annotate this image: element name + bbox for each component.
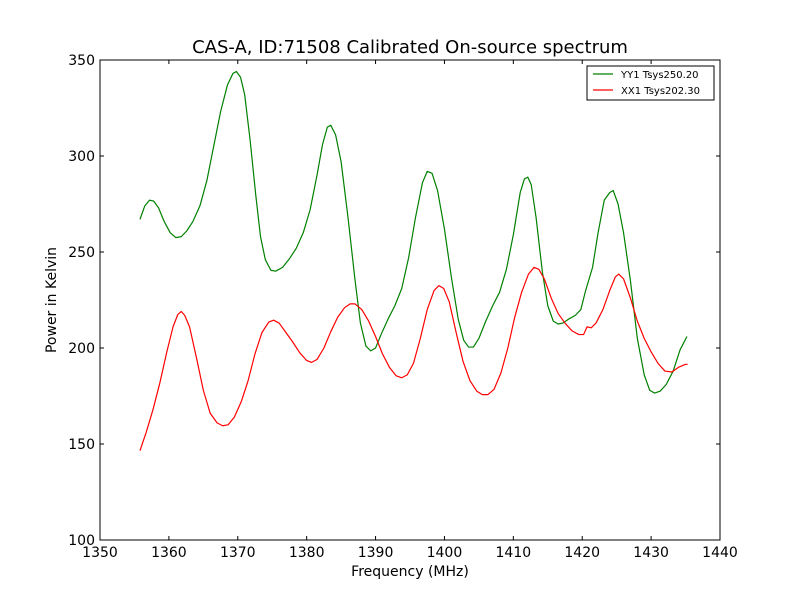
x-tick-label: 1380 <box>289 545 325 561</box>
x-tick-label: 1410 <box>496 545 532 561</box>
y-tick-label: 300 <box>68 149 95 165</box>
x-tick-label: 1420 <box>564 545 600 561</box>
x-tick-label: 1400 <box>427 545 463 561</box>
y-tick-label: 100 <box>68 533 95 549</box>
x-tick-label: 1440 <box>702 545 738 561</box>
legend-label-yy1: YY1 Tsys250.20 <box>620 70 699 81</box>
series-line-xx1 <box>139 266 688 451</box>
series-layer <box>139 70 688 451</box>
series-line-yy1 <box>139 70 688 394</box>
y-tick-label: 350 <box>68 53 95 69</box>
x-tick-label: 1390 <box>358 545 394 561</box>
chart-title: CAS-A, ID:71508 Calibrated On-source spe… <box>192 37 628 58</box>
x-tick-label: 1350 <box>82 545 118 561</box>
x-tick-label: 1360 <box>151 545 187 561</box>
x-axis-label: Frequency (MHz) <box>351 564 469 580</box>
y-tick-label: 150 <box>68 437 95 453</box>
y-tick-label: 200 <box>68 341 95 357</box>
y-tick-label: 250 <box>68 245 95 261</box>
y-axis-label: Power in Kelvin <box>44 247 60 353</box>
legend-label-xx1: XX1 Tsys202.30 <box>621 86 700 97</box>
legend: YY1 Tsys250.20 XX1 Tsys202.30 <box>586 65 715 101</box>
plot-frame <box>99 59 721 541</box>
legend-box <box>586 65 715 101</box>
x-tick-label: 1370 <box>220 545 256 561</box>
ticks-layer: 1350 1360 1370 1380 1390 1400 1410 1420 1430 1440… <box>68 53 738 561</box>
x-tick-label: 1430 <box>633 545 669 561</box>
